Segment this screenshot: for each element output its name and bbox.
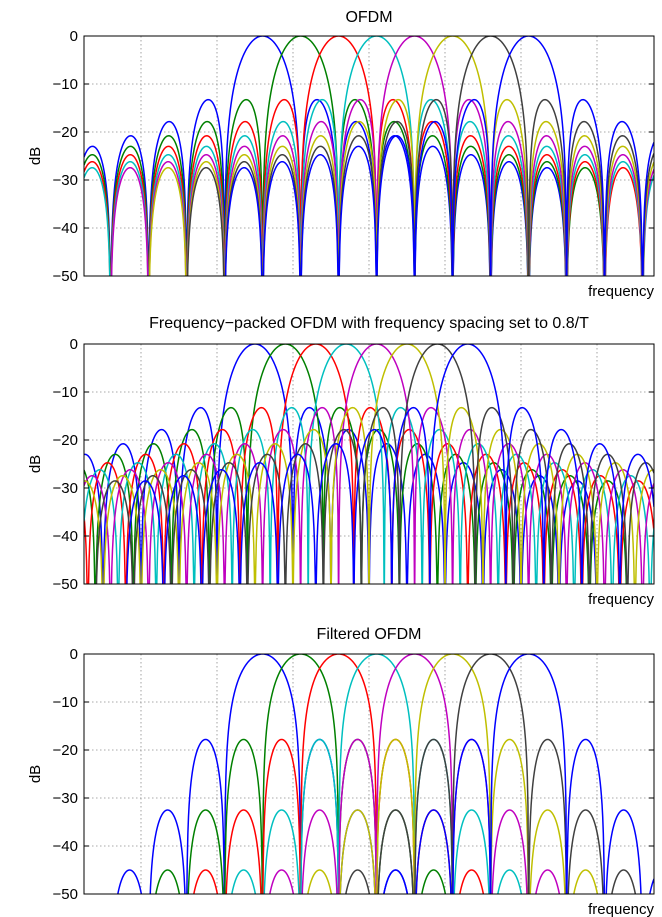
subcarrier-4-line [231,654,523,894]
y-tick-label: −30 [53,790,78,807]
subcarrier-7-line [95,344,654,584]
y-tick-label: −50 [53,886,78,903]
subcarrier-5-line [269,654,561,894]
subcarrier-7-line [186,36,654,276]
subcarrier-5-line [110,36,654,276]
y-tick-label: −10 [53,694,78,711]
plot-area [83,35,655,277]
y-tick-label: −20 [53,432,78,449]
y-tick-label: 0 [70,28,78,45]
y-tick-label: −50 [53,576,78,593]
panel-title: Frequency−packed OFDM with frequency spa… [149,315,589,332]
spectrum-curves [117,654,654,894]
y-tick-label: −40 [53,220,78,237]
plot-area [83,343,655,585]
subcarrier-6-line [148,36,654,276]
panel-filtered-ofdm: Filtered OFDM 0 −10 −20 −30 −40 −50 dB freque… [27,626,655,917]
subcarrier-3-line [84,344,654,584]
y-tick-labels: 0 −10 −20 −30 −40 −50 [53,336,654,593]
gridlines [84,653,654,895]
y-tick-label: 0 [70,646,78,663]
y-tick-label: −50 [53,268,78,285]
plot-area [83,653,655,895]
subcarrier-4-line [84,36,654,276]
y-tick-label: −10 [53,76,78,93]
x-axis-label: frequency [588,591,654,608]
subcarrier-2-line [84,36,605,276]
y-tick-label: −30 [53,172,78,189]
subcarrier-2-line [84,344,628,584]
subcarrier-6-line [307,654,599,894]
y-tick-label: −20 [53,124,78,141]
subcarrier-8-line [126,344,654,584]
y-tick-label: −20 [53,742,78,759]
y-tick-label: −40 [53,528,78,545]
subcarrier-1-line [84,36,567,276]
panel-ofdm: OFDM 0 −10 −20 −30 −40 −50 dB frequency [27,9,655,300]
subcarrier-3-line [84,36,643,276]
y-axis-label: dB [27,765,44,783]
subcarrier-8-line [383,654,654,894]
panel-title: Filtered OFDM [317,626,422,643]
y-tick-label: −40 [53,838,78,855]
x-axis-label: frequency [588,283,654,300]
panel-title: OFDM [345,9,392,26]
subcarrier-3-line [193,654,485,894]
y-tick-labels: 0 −10 −20 −30 −40 −50 [53,28,654,285]
subcarrier-5-line [84,344,654,584]
y-tick-label: −10 [53,384,78,401]
panel-frequency-packed-ofdm: Frequency−packed OFDM with frequency spa… [27,315,655,608]
y-tick-labels: 0 −10 −20 −30 −40 −50 [53,646,654,903]
spectrum-curves [84,36,654,276]
spectrum-curves [84,344,654,584]
subcarrier-7-line [345,654,637,894]
y-tick-label: 0 [70,336,78,353]
subcarrier-8-line [224,36,654,276]
y-tick-label: −30 [53,480,78,497]
x-axis-label: frequency [588,901,654,917]
y-axis-label: dB [27,455,44,473]
y-axis-label: dB [27,147,44,165]
